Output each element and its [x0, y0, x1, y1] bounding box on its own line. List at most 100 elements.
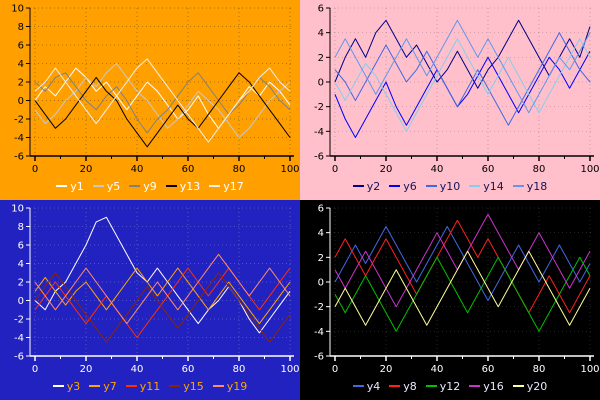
legend-label-y3: y3	[66, 379, 81, 393]
legend-dash-y10	[425, 185, 437, 187]
y-tick-label: 6	[18, 41, 24, 52]
series-line-y10	[334, 32, 591, 126]
legend-dash-y5	[92, 185, 104, 187]
series-line-y18	[334, 19, 591, 114]
legend-label-y8: y8	[403, 379, 417, 393]
y-tick-label: -4	[14, 333, 24, 344]
series-line-y2	[334, 19, 591, 89]
series-line-y7	[34, 267, 291, 325]
x-tick-label: 80	[533, 364, 546, 375]
legend-label-y9: y9	[143, 179, 157, 193]
x-tick-label: 100	[580, 164, 599, 175]
y-tick-label: 2	[18, 78, 24, 89]
legend-dash-y17	[209, 185, 221, 187]
series-line-y1	[34, 67, 291, 129]
y-tick-label: -6	[14, 352, 24, 363]
y-tick-label: 0	[318, 278, 324, 289]
legend-dash-y7	[89, 385, 101, 387]
legend-dash-y6	[389, 185, 401, 187]
x-tick-label: 80	[533, 164, 546, 175]
x-tick-label: 80	[233, 364, 246, 375]
y-tick-label: -4	[314, 127, 324, 138]
legend-dash-y20	[512, 385, 524, 387]
legend-label-y5: y5	[106, 179, 121, 193]
x-tick-label: 40	[431, 364, 444, 375]
y-tick-label: -6	[314, 152, 324, 163]
x-tick-label: 20	[80, 364, 93, 375]
legend-item-y3: y3	[52, 379, 81, 393]
legend-dash-y15	[169, 385, 181, 387]
x-tick-label: 60	[182, 164, 195, 175]
y-tick-label: -2	[14, 315, 24, 326]
x-tick-label: 20	[80, 164, 93, 175]
legend-label-y13: y13	[179, 179, 201, 193]
legend-dash-y19	[212, 385, 224, 387]
legend-dash-y13	[165, 185, 177, 187]
y-tick-label: 4	[318, 28, 324, 39]
legend-label-y14: y14	[483, 179, 504, 193]
legend-item-y10: y10	[425, 179, 461, 193]
y-tick-label: -6	[314, 352, 324, 363]
series-line-y12	[334, 256, 591, 332]
series-line-y3	[34, 216, 291, 334]
legend-item-y20: y20	[512, 379, 548, 393]
y-tick-label: 4	[18, 59, 24, 70]
legend-label-y17: y17	[223, 179, 244, 193]
series-line-y8	[334, 219, 591, 314]
x-tick-label: 40	[131, 164, 144, 175]
x-tick-label: 100	[280, 364, 299, 375]
legend-dash-y1	[56, 185, 68, 187]
legend-label-y1: y1	[70, 179, 84, 193]
series-line-y9	[34, 72, 291, 134]
x-tick-label: 0	[332, 364, 338, 375]
legend-label-y20: y20	[526, 379, 548, 393]
x-tick-label: 100	[280, 164, 299, 175]
series-line-y15	[34, 272, 291, 343]
legend-item-y6: y6	[389, 180, 417, 193]
legend-item-y19: y19	[212, 379, 248, 393]
legend-label-y2: y2	[366, 179, 381, 193]
legend-dash-y11	[125, 385, 137, 387]
legend-label-y12: y12	[439, 379, 461, 393]
y-tick-label: 8	[18, 22, 24, 33]
legend-dash-y18	[512, 185, 524, 187]
y-tick-label: -2	[314, 102, 324, 113]
legend-item-y11: y11	[125, 380, 160, 393]
series-line-y19	[34, 253, 291, 325]
y-tick-label: -6	[14, 152, 24, 163]
x-tick-label: 40	[131, 364, 144, 375]
legend-item-y16: y16	[469, 380, 504, 393]
panel-top-left: 10 8 6 4 2 0 -2 -4 -6 0 20 40 60 80 100 y1 y5 y9 y13 y17	[0, 0, 300, 200]
series-line-y17	[34, 58, 291, 143]
y-tick-label: 0	[318, 78, 324, 89]
legend-label-y10: y10	[439, 179, 461, 193]
legend-label-y16: y16	[483, 379, 504, 393]
series-line-y14	[334, 38, 591, 132]
x-tick-label: 60	[182, 364, 195, 375]
y-tick-label: 8	[18, 222, 24, 233]
y-tick-label: 6	[18, 241, 24, 252]
y-tick-label: -2	[314, 302, 324, 313]
legend-item-y9: y9	[129, 180, 157, 193]
x-tick-label: 20	[380, 364, 393, 375]
y-tick-label: 2	[318, 53, 324, 64]
legend-dash-y16	[469, 385, 481, 387]
legend-item-y14: y14	[469, 180, 504, 193]
legend-item-y13: y13	[165, 179, 201, 193]
panel-bottom-right: 6 4 2 0 -2 -4 -6 0 20 40 60 80 100 y4 y8 y12 y16 y20	[300, 200, 600, 400]
x-tick-label: 0	[32, 164, 38, 175]
legend-bottom-left: y3 y7 y11 y15 y19	[52, 376, 248, 396]
legend-dash-y12	[425, 385, 437, 387]
legend-item-y8: y8	[389, 380, 417, 393]
x-tick-label: 0	[32, 364, 38, 375]
series-line-y20	[334, 250, 591, 326]
legend-item-y7: y7	[89, 380, 117, 393]
x-tick-label: 60	[482, 364, 495, 375]
series-line-y4	[334, 226, 591, 301]
legend-label-y19: y19	[226, 379, 248, 393]
legend-label-y7: y7	[103, 379, 117, 393]
panel-top-right: 6 4 2 0 -2 -4 -6 0 20 40 60 80 100 y2 y6 y10 y14 y18	[300, 0, 600, 200]
